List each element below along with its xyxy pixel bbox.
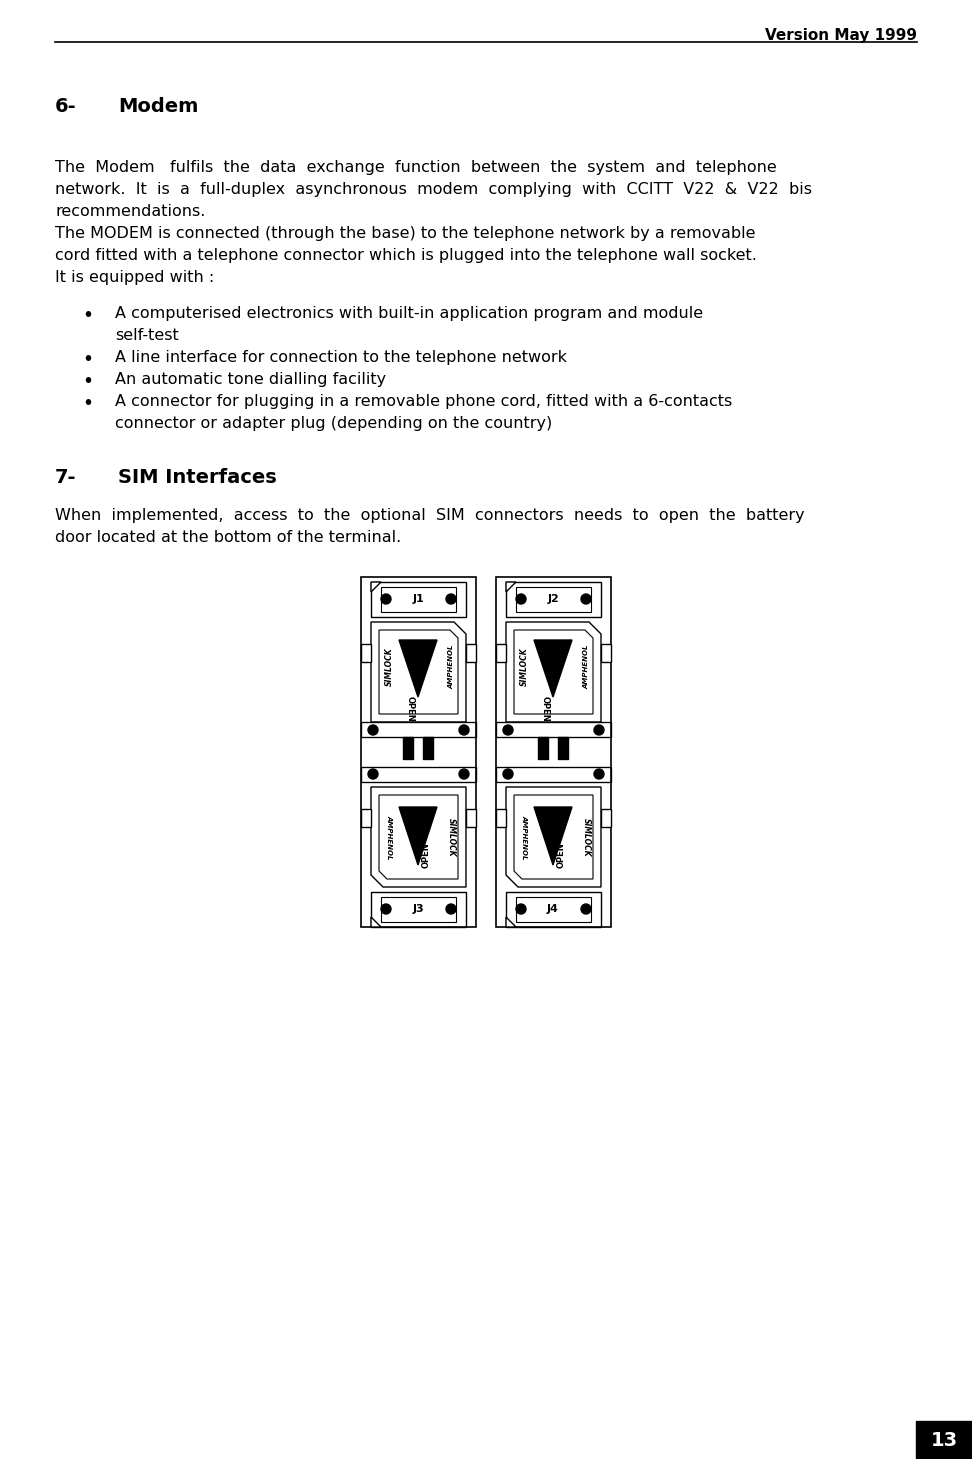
Text: OPEN: OPEN: [540, 696, 549, 722]
Bar: [538, 737, 548, 759]
Text: A line interface for connection to the telephone network: A line interface for connection to the t…: [115, 350, 567, 365]
Text: An automatic tone dialling facility: An automatic tone dialling facility: [115, 372, 386, 387]
Text: AMPHENOL: AMPHENOL: [583, 645, 589, 689]
Polygon shape: [371, 918, 381, 926]
Text: The MODEM is connected (through the base) to the telephone network by a removabl: The MODEM is connected (through the base…: [55, 226, 755, 241]
Text: J3: J3: [412, 905, 424, 913]
Bar: [516, 587, 591, 611]
Circle shape: [503, 725, 513, 735]
Text: SIMLOCK: SIMLOCK: [519, 648, 529, 686]
Bar: [601, 808, 611, 827]
Bar: [371, 891, 466, 926]
Bar: [558, 737, 568, 759]
Bar: [466, 808, 476, 827]
Polygon shape: [371, 582, 381, 592]
Text: 13: 13: [930, 1430, 957, 1449]
Text: AMPHENOL: AMPHENOL: [448, 645, 454, 689]
Bar: [466, 643, 476, 662]
Polygon shape: [534, 807, 572, 865]
Bar: [403, 737, 413, 759]
Polygon shape: [506, 582, 516, 592]
Circle shape: [446, 594, 456, 604]
Text: •: •: [82, 306, 93, 325]
Text: recommendations.: recommendations.: [55, 204, 205, 219]
Text: SIMLOCK: SIMLOCK: [581, 817, 591, 856]
Bar: [381, 897, 456, 922]
Text: •: •: [82, 394, 93, 413]
Text: SIMLOCK: SIMLOCK: [385, 648, 394, 686]
Bar: [496, 722, 611, 737]
Circle shape: [368, 725, 378, 735]
Text: connector or adapter plug (depending on the country): connector or adapter plug (depending on …: [115, 416, 552, 430]
Text: AMPHENOL: AMPHENOL: [521, 814, 527, 859]
Polygon shape: [506, 918, 516, 926]
Bar: [361, 576, 476, 926]
Circle shape: [381, 594, 391, 604]
Bar: [601, 643, 611, 662]
Circle shape: [516, 594, 526, 604]
Text: door located at the bottom of the terminal.: door located at the bottom of the termin…: [55, 530, 401, 546]
Text: OPEN: OPEN: [422, 842, 431, 868]
Text: SIMLOCK: SIMLOCK: [446, 817, 456, 856]
Text: 6-: 6-: [55, 96, 77, 117]
Circle shape: [446, 905, 456, 913]
Text: •: •: [82, 372, 93, 391]
Text: cord fitted with a telephone connector which is plugged into the telephone wall : cord fitted with a telephone connector w…: [55, 248, 757, 263]
Text: OPEN: OPEN: [405, 696, 414, 722]
Bar: [423, 737, 433, 759]
Bar: [496, 576, 611, 926]
Bar: [361, 643, 371, 662]
Bar: [496, 808, 506, 827]
Text: J4: J4: [547, 905, 559, 913]
Text: The  Modem   fulfils  the  data  exchange  function  between  the  system  and  : The Modem fulfils the data exchange func…: [55, 160, 777, 175]
Circle shape: [459, 769, 469, 779]
Text: network.  It  is  a  full-duplex  asynchronous  modem  complying  with  CCITT  V: network. It is a full-duplex asynchronou…: [55, 182, 812, 197]
Text: AMPHENOL: AMPHENOL: [386, 814, 392, 859]
Bar: [506, 582, 601, 617]
Text: A computerised electronics with built-in application program and module: A computerised electronics with built-in…: [115, 306, 703, 321]
Text: A connector for plugging in a removable phone cord, fitted with a 6-contacts: A connector for plugging in a removable …: [115, 394, 732, 409]
Circle shape: [594, 769, 604, 779]
Text: J2: J2: [547, 594, 559, 604]
Text: self-test: self-test: [115, 328, 179, 343]
Bar: [361, 808, 371, 827]
Text: SIM Interfaces: SIM Interfaces: [118, 468, 277, 487]
Text: •: •: [82, 350, 93, 369]
Bar: [516, 897, 591, 922]
Circle shape: [594, 725, 604, 735]
Circle shape: [516, 905, 526, 913]
Text: Modem: Modem: [118, 96, 198, 117]
Text: 7-: 7-: [55, 468, 77, 487]
Circle shape: [503, 769, 513, 779]
Circle shape: [381, 905, 391, 913]
Bar: [916, 1421, 972, 1459]
Text: When  implemented,  access  to  the  optional  SIM  connectors  needs  to  open : When implemented, access to the optional…: [55, 508, 805, 522]
Polygon shape: [399, 807, 437, 865]
Circle shape: [581, 594, 591, 604]
Bar: [506, 891, 601, 926]
Circle shape: [368, 769, 378, 779]
Text: It is equipped with :: It is equipped with :: [55, 270, 214, 285]
Bar: [361, 767, 476, 782]
Text: Version May 1999: Version May 1999: [765, 28, 917, 42]
Bar: [361, 722, 476, 737]
Circle shape: [581, 905, 591, 913]
Bar: [496, 767, 611, 782]
Bar: [371, 582, 466, 617]
Polygon shape: [399, 641, 437, 697]
Bar: [381, 587, 456, 611]
Polygon shape: [534, 641, 572, 697]
Bar: [496, 643, 506, 662]
Text: OPEN: OPEN: [557, 842, 566, 868]
Circle shape: [459, 725, 469, 735]
Text: J1: J1: [412, 594, 424, 604]
